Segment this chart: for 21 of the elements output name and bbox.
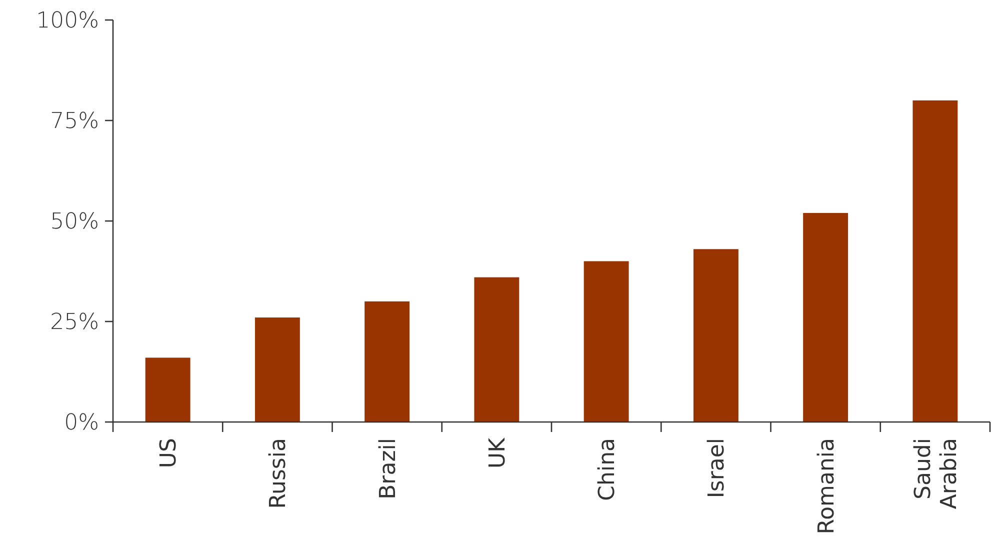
- y-tick-label: 25%: [50, 310, 99, 336]
- x-tick-label: UK: [485, 437, 510, 469]
- y-tick-label: 75%: [50, 109, 99, 134]
- bar: [584, 261, 629, 422]
- x-tick-label: Saudi Arabia: [910, 438, 962, 510]
- x-tick-label: China: [595, 438, 620, 501]
- y-tick-label: 0%: [64, 410, 99, 436]
- bar: [912, 100, 958, 422]
- y-tick-label: 50%: [50, 210, 99, 235]
- x-tick-label: Romania: [814, 438, 840, 534]
- bar: [803, 212, 848, 422]
- y-tick-label: 100%: [36, 8, 99, 34]
- bar: [474, 277, 520, 422]
- bar: [254, 317, 300, 422]
- bar: [145, 358, 190, 422]
- bar: [364, 301, 410, 422]
- x-tick-label: Israel: [704, 438, 730, 498]
- x-tick-label: Russia: [266, 438, 292, 509]
- x-tick-label: US: [156, 438, 182, 468]
- bar: [693, 249, 738, 422]
- x-tick-label: Brazil: [376, 438, 401, 500]
